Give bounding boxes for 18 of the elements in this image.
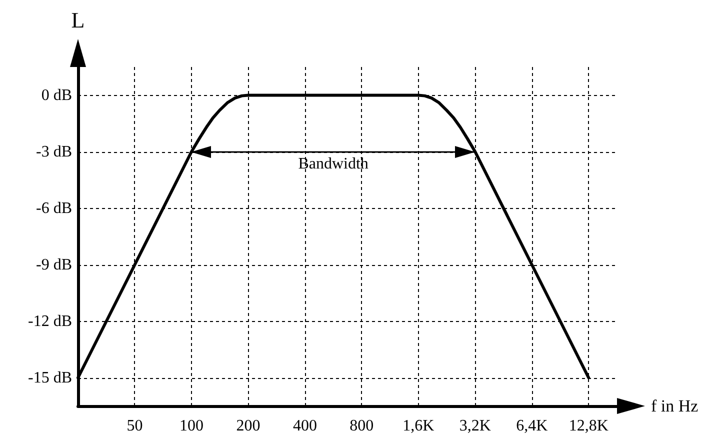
- y-tick-label: -6 dB: [36, 200, 72, 217]
- x-tick-label: 1,6K: [402, 418, 435, 434]
- y-tick-label: -9 dB: [36, 256, 72, 274]
- x-tick-label: 3,2K: [459, 418, 492, 434]
- y-axis-title: L: [71, 8, 85, 32]
- y-tick-label: -3 dB: [36, 143, 72, 160]
- x-tick-label: 100: [179, 418, 204, 434]
- x-tick-label: 12,8K: [568, 418, 609, 434]
- y-tick-label: -12 dB: [28, 312, 72, 330]
- y-tick-label: -15 dB: [28, 369, 72, 386]
- x-tick-label: 6,4K: [516, 418, 548, 434]
- x-tick-label: 200: [236, 418, 260, 434]
- x-tick-label: 50: [126, 418, 143, 434]
- x-tick-label: 800: [350, 418, 374, 434]
- y-tick-label: 0 dB: [41, 86, 72, 104]
- ref-line-label: Bandwidth: [298, 155, 368, 172]
- x-tick-label: 400: [292, 418, 317, 434]
- x-axis-title: f in Hz: [651, 396, 699, 416]
